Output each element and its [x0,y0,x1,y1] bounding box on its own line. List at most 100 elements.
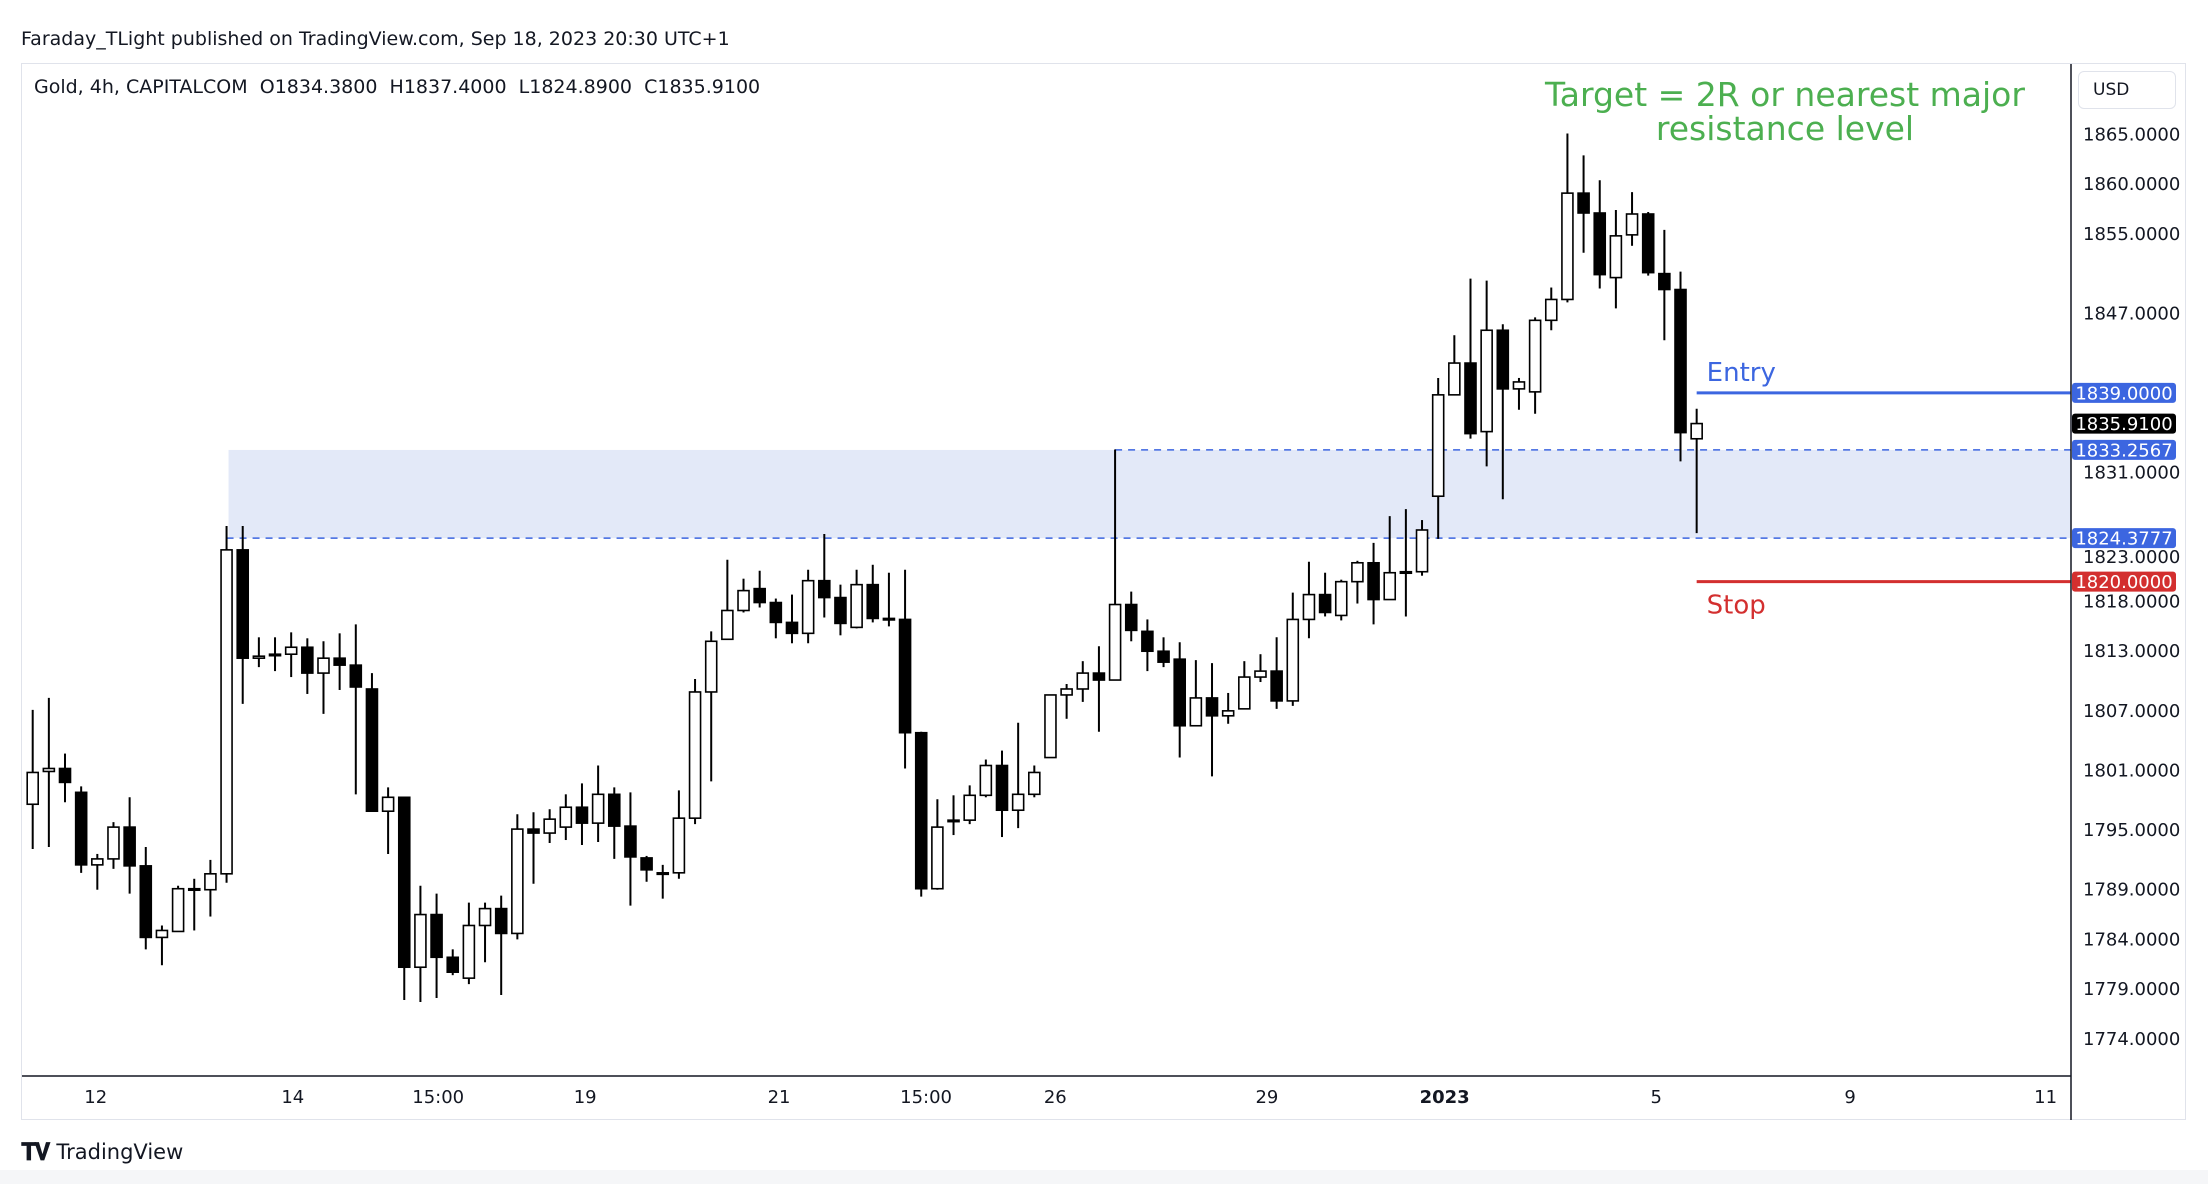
candle-body-down [607,793,621,827]
candle-body-down [785,621,799,635]
candle [414,885,427,1003]
candle [1528,317,1542,414]
stop-tag-text: 1820.0000 [2075,572,2172,593]
time-tick-label: 19 [574,1087,597,1108]
candle-body-down [1141,630,1154,653]
candle-body-down [1658,272,1671,291]
entry-label: Entry [1707,358,1776,388]
candle-body-up [947,819,960,823]
candle [1254,654,1267,683]
candle [753,570,766,608]
candle [769,598,783,639]
candle-body-down [1464,362,1477,435]
candle-body-up [882,617,896,621]
candle [1334,579,1348,621]
candle-body-up [656,872,670,876]
time-tick-label: 15:00 [412,1087,464,1108]
zone-top-tag-bg [2072,439,2176,460]
candle [817,533,831,618]
time-axis[interactable]: 12 14 15:00 19 21 15:00 26 29 2023 5 9 11 [84,1087,2057,1108]
candle-body-down [1641,213,1655,274]
candle [365,673,379,813]
time-tick-label: 26 [1044,1087,1067,1108]
candle [1028,765,1041,798]
zone-bottom-tag-bg [2072,528,2176,549]
price-tick-label: 1860.0000 [2083,174,2180,195]
candle-body-up [1238,676,1251,710]
zone-top-tag-text: 1833.2567 [2075,440,2172,461]
zone-bottom-tag-text: 1824.3777 [2075,529,2172,550]
candle [284,632,298,678]
candle [1060,684,1073,719]
price-tick-label: 1855.0000 [2083,224,2180,245]
candle-body-down [123,826,136,867]
candle-body-down [1157,650,1170,663]
candle-body-up [672,817,686,874]
candle [252,637,266,668]
candle-body-up [1254,670,1267,678]
candle-body-up [107,826,120,860]
candle [672,790,686,879]
candle [381,787,395,854]
candle-body-down [58,767,72,784]
entry-tag-text: 1839.0000 [2075,383,2172,404]
time-tick-label: 11 [2034,1087,2057,1108]
candle [1318,572,1332,617]
candle [139,846,153,950]
stop-tag: 1820.0000 [2072,571,2176,593]
candle [494,895,508,996]
price-tick-label: 1847.0000 [2083,303,2180,324]
candle-body-up [317,657,330,674]
candle [171,885,185,933]
candle [704,631,718,782]
candle-body-down [1205,697,1219,717]
candle [1205,663,1219,777]
candle-body-down [1318,593,1332,614]
candle-body-up [1108,603,1122,681]
price-axis[interactable]: 1865.0000 1860.0000 1855.0000 1847.0000 1831… [2083,125,2180,1050]
candle [947,795,960,836]
candle-body-down [446,956,460,973]
candle-body-up [1044,694,1057,759]
candle-body-down [753,587,766,604]
candle [1286,592,1300,706]
candle-body-up [478,907,492,927]
time-tick-label: 2023 [1420,1087,1470,1108]
ohlc-open: O1834.3800 [259,76,378,98]
price-tick-label: 1774.0000 [2083,1029,2180,1050]
currency-button[interactable]: USD [2078,71,2176,109]
candle-body-down [1124,603,1138,632]
candle [236,526,250,704]
candle-body-up [1528,319,1542,393]
candle-body-up [1415,529,1429,573]
candle-body-up [1189,697,1203,727]
candle [1464,278,1477,439]
candle-body-up [1399,570,1413,575]
candle [1302,561,1316,639]
candle [979,759,993,798]
candle-body-up [1690,422,1703,440]
candle-body-up [543,818,556,834]
demand-zone[interactable] [228,449,2073,539]
candle-body-up [963,794,976,821]
candle-body-down [624,825,637,858]
price-tick-label: 1789.0000 [2083,880,2180,901]
candle [1593,180,1607,289]
candle-body-down [914,731,928,890]
plot-area: Entry Stop [26,133,2073,1003]
candle-body-up [559,806,573,828]
candle-body-down [1367,561,1380,601]
candle [1189,660,1203,727]
candle [1448,335,1461,396]
candle [511,814,524,940]
candle [1577,155,1590,253]
candle [220,526,233,883]
footer-brand[interactable]: 𝐓𝐕 TradingView [21,1138,183,1166]
candle [931,799,944,890]
chart-frame [21,63,2186,1120]
candle [1141,619,1154,672]
candle [559,794,573,841]
candle-body-down [769,601,783,624]
candle-body-down [898,618,912,734]
